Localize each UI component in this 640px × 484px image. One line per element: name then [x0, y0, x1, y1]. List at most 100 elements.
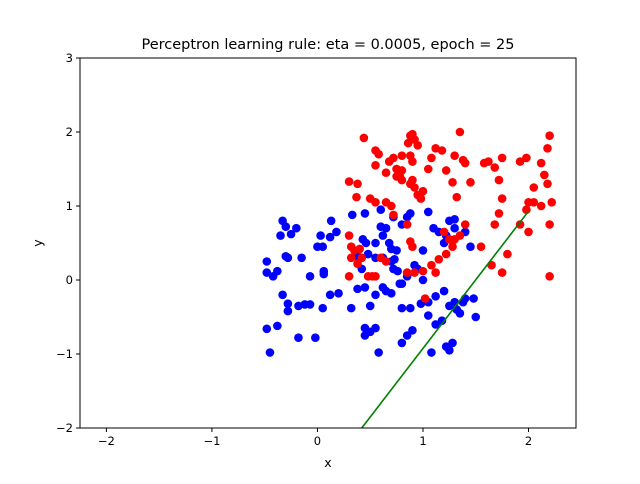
- data-point: [418, 266, 428, 276]
- data-point: [374, 149, 383, 159]
- data-point: [427, 153, 436, 163]
- data-point: [441, 249, 451, 259]
- data-point: [397, 338, 407, 348]
- x-tick-label: 2: [525, 434, 532, 448]
- data-point: [402, 331, 412, 340]
- data-point: [311, 333, 320, 343]
- data-point: [283, 253, 293, 263]
- data-point: [466, 242, 475, 251]
- data-point: [445, 346, 454, 355]
- points-layer: [262, 127, 557, 357]
- data-point: [423, 207, 433, 217]
- boundary-layer: [361, 210, 530, 428]
- data-point: [490, 163, 500, 172]
- data-point: [361, 238, 371, 248]
- data-point: [294, 333, 303, 343]
- data-point: [450, 151, 459, 160]
- data-point: [543, 143, 552, 153]
- data-point: [431, 291, 440, 301]
- data-point: [371, 272, 380, 281]
- data-point: [371, 323, 380, 333]
- data-point: [439, 286, 449, 296]
- plot-frame: [79, 57, 577, 429]
- y-tick-label: −2: [56, 421, 73, 435]
- data-point: [543, 179, 552, 189]
- data-point: [410, 183, 419, 192]
- data-point: [418, 246, 428, 255]
- data-point: [286, 229, 296, 239]
- data-point: [273, 266, 282, 276]
- data-point: [448, 242, 457, 251]
- data-point: [347, 210, 357, 220]
- chart-title: Perceptron learning rule: eta = 0.0005, …: [141, 37, 514, 53]
- data-point: [283, 299, 293, 308]
- data-point: [431, 268, 440, 277]
- data-point: [427, 348, 436, 357]
- data-point: [360, 323, 370, 333]
- data-point: [319, 269, 329, 279]
- data-point: [418, 186, 428, 196]
- data-point: [545, 272, 554, 281]
- data-point: [353, 259, 362, 269]
- data-point: [423, 311, 433, 320]
- data-point: [381, 223, 391, 233]
- y-axis-label: y: [30, 239, 45, 247]
- data-point: [332, 227, 341, 237]
- data-point: [450, 215, 459, 224]
- data-point: [371, 198, 380, 207]
- data-point: [371, 161, 380, 170]
- data-point: [403, 138, 413, 148]
- data-point: [529, 198, 539, 207]
- data-point: [389, 153, 398, 163]
- data-point: [476, 242, 486, 251]
- data-point: [441, 166, 451, 175]
- data-point: [522, 153, 531, 163]
- data-point: [376, 205, 386, 214]
- data-point: [262, 268, 272, 277]
- data-point: [431, 320, 440, 329]
- data-point: [381, 257, 391, 266]
- data-point: [318, 303, 328, 313]
- y-tick-label: 3: [66, 51, 73, 65]
- y-tick-label: 1: [66, 199, 73, 213]
- y-tick-label: 0: [66, 273, 73, 287]
- data-point: [529, 183, 539, 192]
- data-point: [397, 151, 407, 160]
- decision-boundary-line: [361, 210, 530, 428]
- x-axis-label: x: [324, 455, 331, 470]
- data-point: [387, 201, 396, 211]
- data-point: [408, 326, 417, 335]
- data-point: [408, 157, 417, 166]
- data-point: [497, 194, 507, 203]
- data-point: [408, 175, 417, 185]
- data-point: [389, 210, 398, 220]
- data-point: [397, 175, 407, 185]
- data-point: [318, 242, 328, 251]
- data-point: [353, 179, 362, 189]
- data-point: [540, 170, 549, 180]
- data-point: [497, 268, 507, 277]
- data-point: [346, 303, 356, 313]
- data-point: [371, 290, 380, 300]
- data-point: [276, 231, 285, 240]
- data-point: [325, 232, 335, 242]
- data-point: [395, 168, 405, 177]
- data-point: [460, 220, 470, 229]
- data-point: [344, 272, 354, 281]
- data-point: [420, 294, 430, 303]
- data-point: [355, 244, 364, 254]
- data-point: [360, 283, 370, 292]
- data-point: [448, 338, 457, 348]
- data-point: [378, 231, 388, 240]
- data-point: [434, 254, 444, 264]
- data-point: [357, 253, 367, 263]
- data-point: [545, 220, 554, 229]
- data-point: [283, 306, 293, 316]
- x-tick-label: −2: [98, 434, 115, 448]
- data-point: [455, 127, 465, 137]
- data-point: [262, 257, 272, 266]
- x-axis-ticks: −2 −1 0 1 2: [98, 428, 532, 448]
- data-point: [406, 209, 415, 218]
